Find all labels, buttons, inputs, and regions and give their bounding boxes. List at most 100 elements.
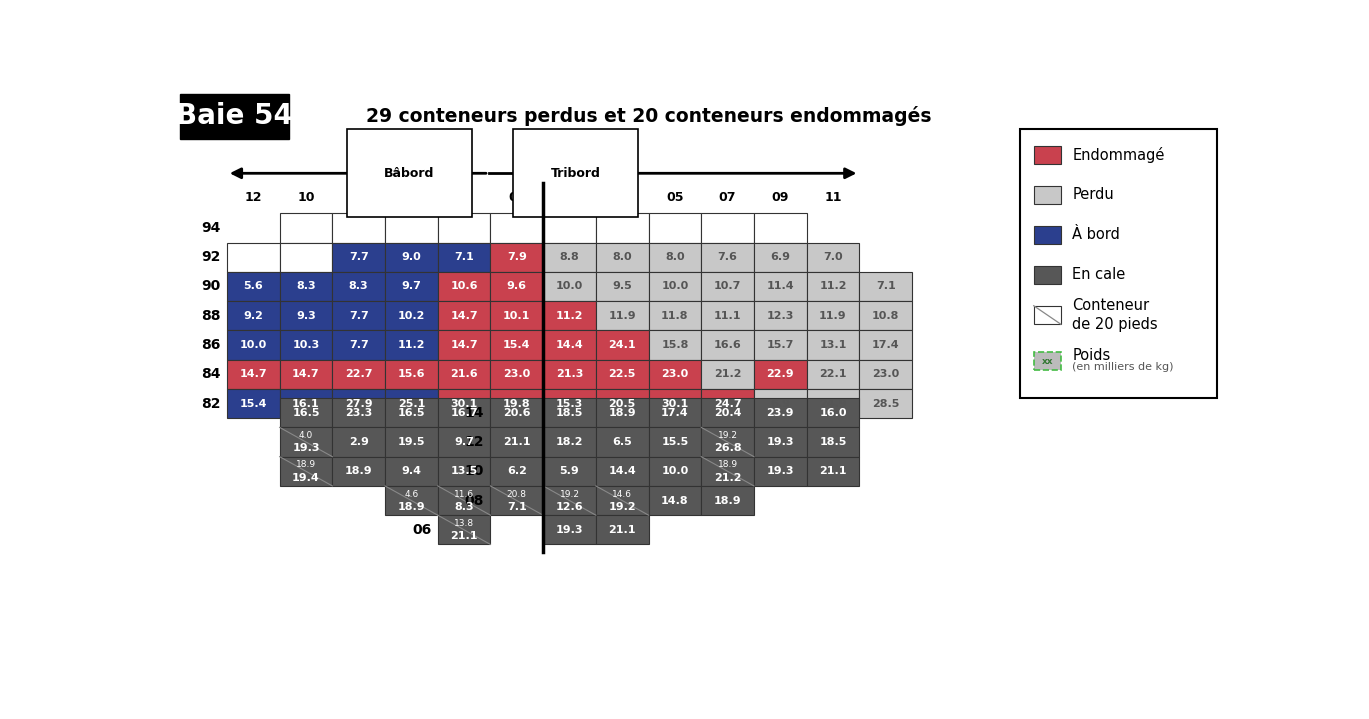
Bar [385, 330, 438, 360]
Bar [333, 389, 385, 418]
Text: 14.7: 14.7 [450, 311, 478, 321]
Text: 84: 84 [201, 367, 220, 381]
Text: 12.3: 12.3 [767, 311, 794, 321]
Bar [279, 398, 333, 427]
Text: 16.7: 16.7 [450, 408, 478, 418]
Bar [385, 389, 438, 418]
Text: 06: 06 [412, 523, 431, 537]
Text: 03: 03 [613, 191, 631, 204]
Text: 7.1: 7.1 [455, 252, 474, 262]
Text: 15.4: 15.4 [502, 340, 531, 350]
Bar [754, 457, 806, 486]
Bar [649, 360, 701, 389]
Bar [649, 301, 701, 330]
Text: 22.9: 22.9 [767, 370, 794, 379]
Text: 15.5: 15.5 [661, 437, 689, 447]
Text: 14.7: 14.7 [292, 370, 320, 379]
Text: 9.7: 9.7 [455, 437, 474, 447]
Text: Tribord: Tribord [550, 167, 601, 180]
Bar [543, 427, 596, 457]
Bar [490, 214, 543, 242]
Text: 13.5: 13.5 [450, 467, 478, 476]
Text: 15.8: 15.8 [661, 340, 689, 350]
Text: 11.1: 11.1 [713, 311, 742, 321]
Bar [438, 330, 490, 360]
Bar [333, 272, 385, 301]
Bar [333, 360, 385, 389]
Text: (en milliers de kg): (en milliers de kg) [1072, 362, 1175, 372]
Bar [333, 427, 385, 457]
Text: Perdu: Perdu [1072, 188, 1114, 202]
Text: 21.3: 21.3 [556, 370, 583, 379]
Text: 30.1: 30.1 [450, 398, 478, 408]
Text: 9.5: 9.5 [612, 281, 632, 291]
Bar [806, 398, 860, 427]
Text: 18.9: 18.9 [397, 502, 426, 512]
Text: 11.9: 11.9 [819, 311, 847, 321]
Text: En cale: En cale [1072, 267, 1125, 283]
Text: 92: 92 [201, 250, 220, 264]
Bar [279, 457, 333, 486]
Bar [1034, 352, 1061, 370]
Text: 19.2: 19.2 [608, 502, 637, 512]
Text: 21.1: 21.1 [608, 525, 637, 535]
Text: 20.6: 20.6 [502, 408, 531, 418]
Text: 19.4: 19.4 [292, 472, 320, 482]
Bar [438, 214, 490, 242]
Text: 01: 01 [561, 191, 578, 204]
Text: 0: 0 [512, 191, 522, 204]
Text: 02: 02 [508, 191, 526, 204]
Text: xx: xx [1042, 357, 1053, 366]
Text: 5.6: 5.6 [244, 281, 263, 291]
Text: 18.9: 18.9 [713, 495, 742, 505]
Bar [490, 486, 543, 516]
Text: 12.6: 12.6 [556, 502, 583, 512]
Text: 4.0: 4.0 [298, 431, 314, 440]
Text: 19.5: 19.5 [397, 437, 426, 447]
Text: À bord: À bord [1072, 227, 1120, 242]
Bar [806, 389, 860, 418]
Bar [1020, 129, 1217, 398]
Text: 29 conteneurs perdus et 20 conteneurs endommagés: 29 conteneurs perdus et 20 conteneurs en… [366, 106, 931, 126]
Bar [385, 242, 438, 272]
Text: 19.3: 19.3 [556, 525, 583, 535]
Text: 19.3: 19.3 [292, 444, 320, 454]
Text: 05: 05 [667, 191, 683, 204]
Text: 94: 94 [201, 221, 220, 235]
Text: 6.2: 6.2 [507, 467, 527, 476]
Text: 26.8: 26.8 [713, 444, 742, 454]
Text: 10.8: 10.8 [872, 311, 899, 321]
Text: 88: 88 [201, 308, 220, 323]
Bar [596, 272, 649, 301]
Text: 24.7: 24.7 [713, 398, 742, 408]
Bar [649, 398, 701, 427]
Bar [1034, 226, 1061, 244]
Bar [333, 214, 385, 242]
Text: 19.3: 19.3 [767, 437, 794, 447]
Bar [279, 360, 333, 389]
Bar [385, 398, 438, 427]
Bar [490, 360, 543, 389]
Text: 9.3: 9.3 [296, 311, 316, 321]
Text: 10.2: 10.2 [397, 311, 424, 321]
Bar [754, 272, 806, 301]
Text: 21.2: 21.2 [713, 472, 742, 482]
Text: 11.2: 11.2 [397, 340, 426, 350]
Bar [279, 272, 333, 301]
Bar [227, 330, 279, 360]
Text: 14.7: 14.7 [450, 340, 478, 350]
Bar [754, 389, 806, 418]
Bar [596, 427, 649, 457]
Bar [806, 360, 860, 389]
Bar [860, 389, 912, 418]
Text: 10.0: 10.0 [661, 281, 689, 291]
Bar [860, 360, 912, 389]
Text: 86: 86 [201, 338, 220, 352]
Bar [543, 389, 596, 418]
Text: 7.7: 7.7 [349, 252, 368, 262]
Bar [649, 330, 701, 360]
Bar [438, 516, 490, 544]
Text: 20.5: 20.5 [609, 398, 635, 408]
Bar [860, 272, 912, 301]
Text: Bâbord: Bâbord [385, 167, 434, 180]
